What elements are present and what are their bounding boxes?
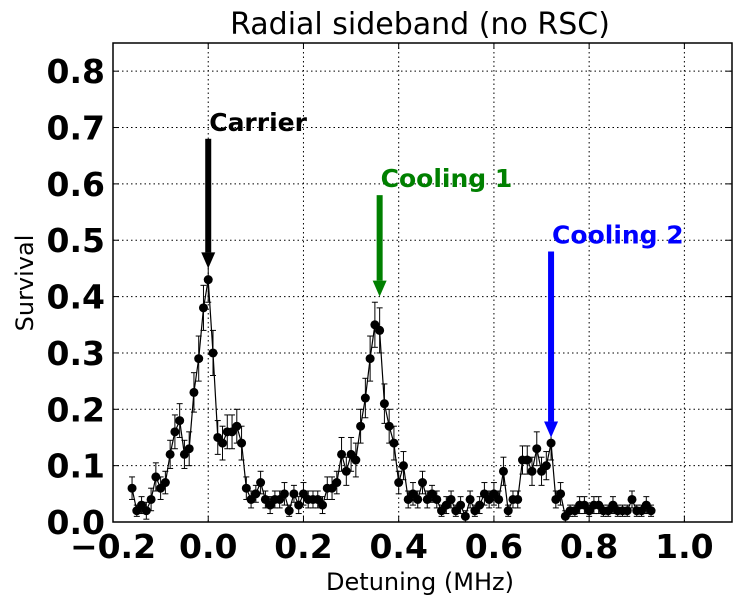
data-point (389, 438, 399, 448)
data-point (498, 466, 508, 476)
data-point (465, 494, 475, 504)
annotation-arrowhead (372, 280, 387, 297)
annotation-arrow-shaft (548, 251, 555, 422)
x-tick-label: 0.2 (274, 527, 332, 566)
data-point (289, 489, 299, 499)
plot-area-frame (112, 42, 733, 523)
annotation-arrowhead (544, 421, 559, 438)
data-point (237, 438, 247, 448)
data-point (365, 354, 375, 364)
data-series (127, 256, 656, 523)
data-point (494, 494, 504, 504)
data-point (146, 494, 156, 504)
data-point (627, 494, 637, 504)
x-tick-label: 1.0 (655, 527, 713, 566)
data-point (341, 466, 351, 476)
y-axis-label: Survival (11, 235, 39, 332)
data-point (160, 478, 170, 488)
y-tick-label: 0.6 (47, 165, 105, 204)
x-tick-label: −0.2 (70, 527, 156, 566)
axis-ticks: −0.2 0.0 0.2 0.4 0.6 0.8 1.00.00.10.20.30.40.5… (47, 43, 732, 566)
annotation-label: Cooling 2 (552, 221, 684, 250)
y-tick-label: 0.2 (47, 390, 105, 429)
data-point (532, 444, 542, 454)
data-point (541, 461, 551, 471)
y-tick-label: 0.5 (47, 221, 105, 260)
data-point (141, 506, 151, 516)
data-point (475, 500, 485, 510)
x-tick-label: 0.8 (560, 527, 618, 566)
data-point (256, 478, 266, 488)
data-point (170, 427, 180, 437)
data-point (151, 472, 161, 482)
data-point (622, 506, 632, 516)
data-point (332, 478, 342, 488)
data-point (127, 483, 137, 493)
annotation-arrow-shaft (205, 138, 212, 253)
data-point (413, 494, 423, 504)
data-point (375, 325, 385, 335)
data-point (503, 506, 513, 516)
data-point (646, 506, 656, 516)
data-point (279, 489, 289, 499)
data-point (446, 494, 456, 504)
data-point (513, 494, 523, 504)
annotations: Carrier Cooling 1 Cooling 2 (201, 108, 684, 438)
x-tick-label: 0.4 (369, 527, 427, 566)
data-point (165, 449, 175, 459)
annotation-label: Carrier (209, 108, 307, 137)
data-point (432, 494, 442, 504)
data-point (456, 500, 466, 510)
data-point (360, 393, 370, 403)
data-point (522, 455, 532, 465)
y-tick-label: 0.1 (47, 447, 105, 486)
data-point (198, 303, 208, 313)
data-point (337, 449, 347, 459)
data-point (294, 500, 304, 510)
y-tick-label: 0.7 (47, 109, 105, 148)
chart-title: Radial sideband (no RSC) (230, 7, 610, 42)
x-tick-label: 0.0 (179, 527, 237, 566)
data-point (394, 478, 404, 488)
y-tick-label: 0.4 (47, 278, 105, 317)
data-point (356, 421, 366, 431)
data-point (203, 275, 213, 285)
y-tick-label: 0.3 (47, 334, 105, 373)
data-point (241, 483, 251, 493)
data-point (460, 511, 470, 521)
annotation-arrow-shaft (376, 195, 383, 281)
data-point (208, 348, 218, 358)
data-point (418, 478, 427, 488)
data-point (351, 455, 361, 465)
y-tick-label: 0.8 (47, 52, 105, 91)
x-axis-label: Detuning (MHz) (326, 568, 514, 596)
annotation-label: Cooling 1 (381, 164, 513, 193)
data-point (546, 438, 556, 448)
data-point (318, 500, 328, 510)
data-point (284, 506, 294, 516)
data-point (251, 489, 261, 499)
data-point (189, 387, 199, 397)
data-point (218, 438, 228, 448)
data-point (527, 466, 537, 476)
data-point (175, 416, 185, 426)
data-point (194, 354, 204, 364)
data-point (184, 444, 194, 454)
data-point (379, 399, 389, 409)
data-point (232, 421, 242, 431)
data-point (556, 489, 566, 499)
data-point (384, 421, 394, 431)
data-point (398, 461, 408, 471)
x-tick-label: 0.6 (465, 527, 523, 566)
annotation-arrowhead (201, 252, 216, 269)
y-tick-label: 0.0 (47, 503, 105, 542)
